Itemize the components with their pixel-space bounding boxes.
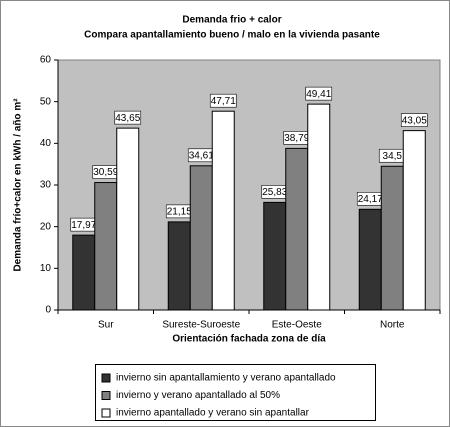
y-tick-label: 10 [40,263,52,274]
y-tick-label: 40 [40,138,52,149]
bar [380,165,404,311]
x-tick-label: Norte [380,320,405,331]
bar [72,234,96,311]
bar [402,130,426,311]
x-axis-label: Orientación fachada zona de día [172,334,326,345]
y-tick-label: 60 [40,55,52,66]
value-label-box [305,86,333,101]
value-label: 25,83 [262,187,287,198]
bar [307,103,331,311]
legend-label: invierno apantallado y verano sin apanta… [116,408,310,419]
value-label: 38,79 [284,133,309,144]
legend-swatch [101,391,111,400]
chart-title: Demanda frio + calor [182,15,281,26]
value-label: 34,61 [189,150,214,161]
bar [167,221,191,311]
value-label-box [114,110,142,125]
legend-label: invierno y verano apantallado al 50% [116,390,280,401]
bar [263,201,287,311]
bar [94,182,118,311]
x-tick-label: Este-Oeste [272,320,322,331]
y-tick-label: 20 [40,221,52,232]
legend-box [95,364,376,421]
bar [358,208,382,311]
value-label-box [209,93,237,108]
legend-swatch [101,373,111,383]
bar [211,110,235,311]
y-tick-label: 30 [40,180,52,191]
value-label: 30,59 [93,167,118,178]
value-label: 17,97 [71,220,96,231]
value-label: 21,15 [167,207,192,218]
bar [189,165,213,311]
bar [116,127,140,311]
y-tick-label: 50 [40,96,52,107]
legend-label: invierno sin apantallamiento y verano ap… [116,373,336,384]
x-tick-label: Sureste-Suroeste [162,320,240,331]
y-tick-label: 0 [45,305,51,316]
value-label-box [400,113,428,127]
value-label: 49,41 [306,89,331,100]
x-tick-label: Sur [98,320,114,331]
y-axis-label: Demanda frío+calor en kWh / año m² [13,98,24,272]
value-label: 24,17 [358,194,383,205]
value-label: 43,05 [402,115,427,126]
legend-swatch [101,408,111,418]
value-label: 47,71 [211,96,236,107]
value-label: 34,5 [383,151,403,162]
value-label: 43,65 [115,113,140,124]
bar [285,147,309,311]
chart-subtitle: Compara apantallamiento bueno / malo en … [84,30,380,41]
